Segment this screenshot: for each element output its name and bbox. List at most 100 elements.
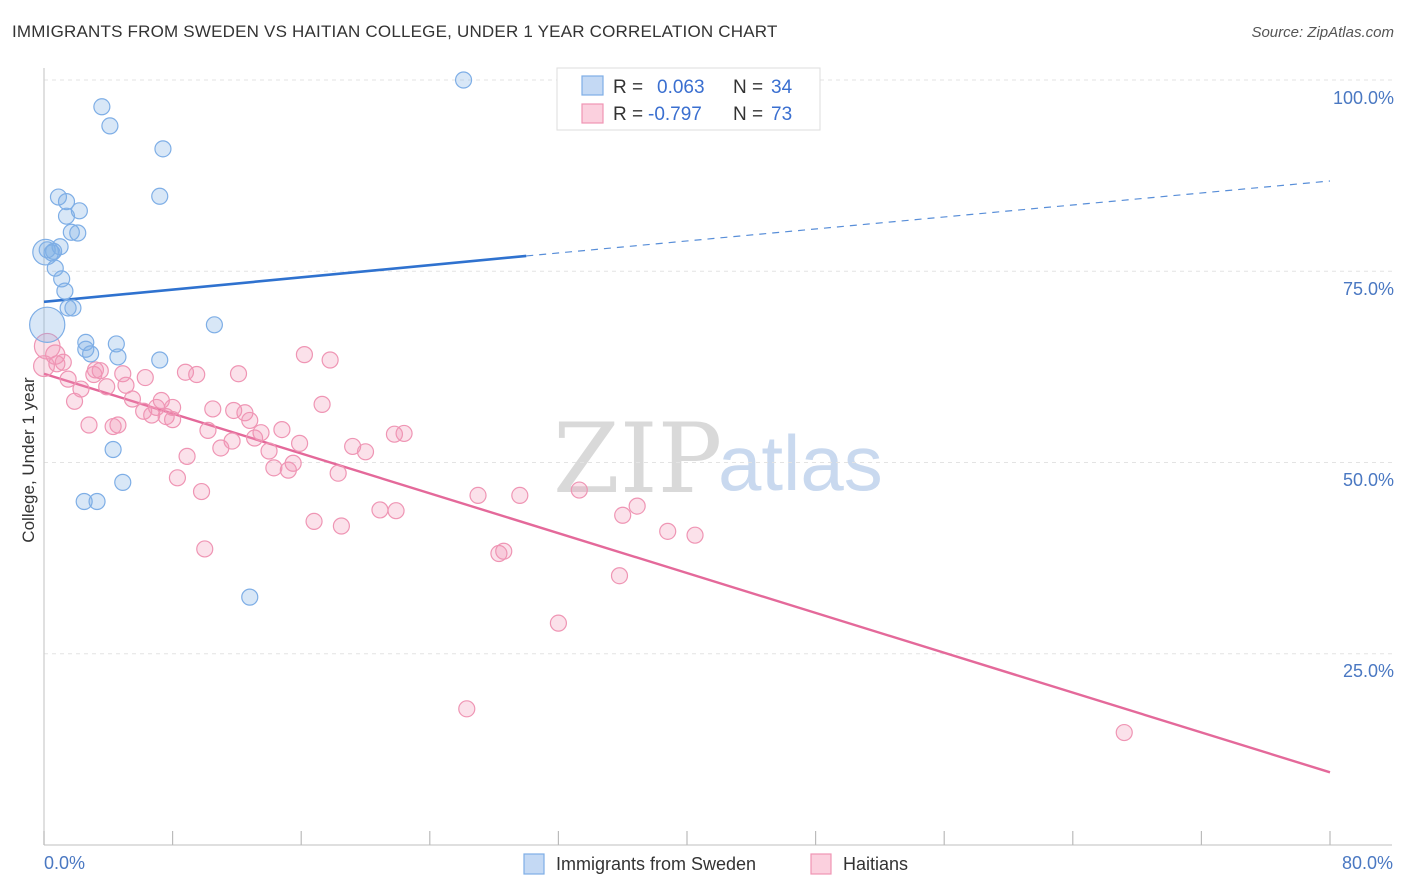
legend-n-value-2: 73: [771, 104, 792, 125]
point-sweden-23: [107, 335, 125, 353]
point-sweden-25: [82, 345, 100, 363]
point-haitians-18: [123, 390, 142, 408]
legend-n-label-2: N =: [733, 104, 763, 125]
point-haitians-52: [168, 469, 187, 487]
point-sweden-33: [32, 238, 60, 266]
point-haitians-45: [395, 424, 413, 443]
point-sweden-4: [151, 187, 169, 205]
point-sweden-5: [49, 188, 68, 206]
point-sweden-26: [109, 348, 127, 366]
point-sweden-3: [154, 140, 172, 158]
point-haitians-38: [245, 429, 264, 447]
legend-r-label-1: R =: [613, 77, 643, 98]
point-haitians-35: [199, 421, 217, 439]
point-haitians-24: [204, 400, 222, 418]
series-legend-label-sweden: Immigrants from Sweden: [556, 854, 756, 874]
point-sweden-12: [38, 241, 56, 259]
point-haitians-67: [490, 544, 508, 563]
point-haitians-65: [196, 540, 214, 558]
watermark-zip: ZIP: [553, 403, 722, 515]
trend-line-sweden-extrapolated: [526, 180, 1331, 257]
point-haitians-60: [614, 506, 632, 524]
source-credit: Source: ZipAtlas.com: [1251, 24, 1394, 41]
point-sweden-10: [69, 224, 87, 242]
point-sweden-27: [151, 351, 169, 369]
point-haitians-61: [305, 512, 323, 531]
point-haitians-12: [295, 346, 314, 364]
point-haitians-16: [117, 376, 135, 394]
point-haitians-64: [686, 526, 704, 544]
point-haitians-53: [192, 482, 211, 501]
point-sweden-7: [70, 202, 88, 220]
point-haitians-7: [85, 365, 103, 384]
point-haitians-55: [511, 486, 529, 504]
point-haitians-40: [290, 434, 309, 452]
point-haitians-21: [313, 395, 331, 413]
point-sweden-31: [88, 492, 106, 511]
point-sweden-20: [29, 306, 66, 343]
point-haitians-51: [329, 464, 347, 482]
point-haitians-10: [188, 365, 206, 384]
legend-n-label-1: N =: [733, 77, 763, 98]
point-haitians-8: [136, 368, 154, 387]
series-legend-label-haitians: Haitians: [843, 854, 908, 874]
point-haitians-41: [212, 439, 230, 457]
point-haitians-47: [178, 447, 196, 465]
legend-r-label-2: R =: [613, 104, 643, 125]
trend-line-sweden: [43, 254, 527, 304]
point-haitians-14: [59, 370, 77, 388]
point-sweden-1: [93, 98, 111, 116]
point-haitians-2: [54, 353, 72, 371]
point-haitians-56: [570, 481, 588, 499]
legend-r-value-1: 0.063: [657, 77, 705, 98]
point-haitians-69: [549, 614, 568, 632]
point-sweden-30: [75, 492, 93, 511]
point-haitians-13: [321, 351, 339, 369]
point-haitians-57: [628, 497, 646, 515]
point-haitians-42: [344, 437, 362, 456]
legend-swatch-blue: [581, 75, 604, 96]
legend-swatch-pink: [581, 103, 604, 124]
point-haitians-11: [229, 365, 248, 383]
point-haitians-31: [241, 411, 259, 430]
point-sweden-18: [59, 299, 77, 317]
y-tick-label-75: 75.0%: [1343, 279, 1394, 299]
point-haitians-30: [164, 411, 182, 429]
point-haitians-70: [458, 700, 476, 718]
point-sweden-21: [205, 316, 223, 334]
point-haitians-63: [659, 522, 677, 540]
point-haitians-50: [279, 461, 297, 479]
point-sweden-6: [57, 193, 76, 211]
x-tick-label-max: 80.0%: [1342, 853, 1393, 873]
point-sweden-8: [57, 207, 76, 225]
gridlines: [44, 79, 1392, 655]
point-sweden-24: [77, 340, 95, 358]
point-haitians-46: [385, 425, 404, 443]
point-sweden-28: [104, 440, 122, 459]
point-haitians-59: [387, 502, 405, 520]
series-legend-swatch-haitians: [810, 853, 832, 875]
point-haitians-33: [80, 416, 98, 434]
y-axis-title: College, Under 1 year: [19, 377, 38, 543]
point-haitians-54: [469, 486, 487, 504]
point-sweden-2: [101, 117, 119, 135]
point-haitians-58: [371, 501, 389, 519]
point-haitians-34: [104, 417, 122, 436]
axes: [43, 68, 1392, 846]
point-haitians-17: [98, 378, 116, 396]
point-haitians-62: [332, 517, 350, 535]
point-sweden-19: [64, 299, 82, 317]
point-haitians-43: [356, 443, 375, 461]
point-haitians-23: [164, 398, 182, 417]
series-legend-swatch-sweden: [523, 853, 545, 875]
point-haitians-71: [1115, 723, 1133, 742]
point-haitians-44: [260, 442, 278, 460]
series-legend: Immigrants from Sweden Haitians: [523, 853, 908, 875]
legend-n-value-1: 34: [771, 77, 793, 98]
point-haitians-26: [135, 402, 153, 420]
legend-r-value-2: -0.797: [648, 104, 702, 125]
point-sweden-0: [454, 71, 473, 89]
point-sweden-29: [114, 473, 132, 491]
point-haitians-68: [610, 567, 629, 585]
